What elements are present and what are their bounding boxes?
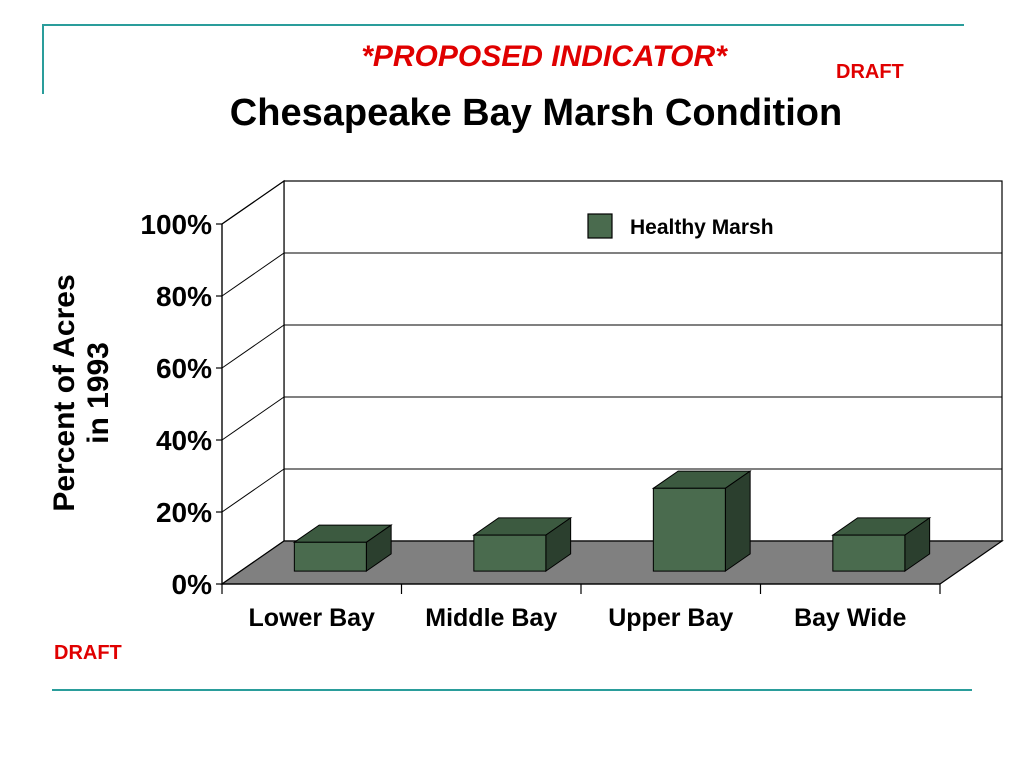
legend-swatch (587, 213, 613, 239)
bar-side (724, 470, 751, 573)
bottom-rule (52, 689, 972, 691)
x-tick-label: Upper Bay (608, 604, 733, 632)
legend-label: Healthy Marsh (630, 216, 774, 239)
bar-bay-wide (832, 534, 906, 572)
left-rule (42, 24, 44, 94)
x-tick-label: Middle Bay (425, 604, 557, 632)
gridline-side (221, 468, 285, 513)
y-tick-label: 80% (156, 281, 212, 312)
gridline-side (221, 180, 285, 225)
gridline-side (221, 252, 285, 297)
y-tick-label: 20% (156, 497, 212, 528)
gridline-side (221, 396, 285, 441)
y-tick-label: 100% (140, 209, 212, 240)
draft-label-bottom: DRAFT (54, 642, 122, 664)
left-wall (221, 179, 285, 586)
gridline-side (221, 324, 285, 369)
draft-label-top: DRAFT (836, 61, 904, 83)
bar-upper-bay (652, 487, 726, 572)
x-tick-label: Bay Wide (794, 604, 906, 632)
x-tick-label: Lower Bay (249, 604, 376, 632)
proposed-indicator-label: *PROPOSED INDICATOR* (361, 40, 727, 73)
chart-title: Chesapeake Bay Marsh Condition (229, 92, 843, 134)
y-tick-label: 60% (156, 353, 212, 384)
top-rule (42, 24, 964, 26)
y-tick-label: 40% (156, 425, 212, 456)
bar-middle-bay (473, 534, 547, 572)
bar-lower-bay (293, 541, 367, 572)
y-tick-label: 0% (172, 569, 213, 600)
